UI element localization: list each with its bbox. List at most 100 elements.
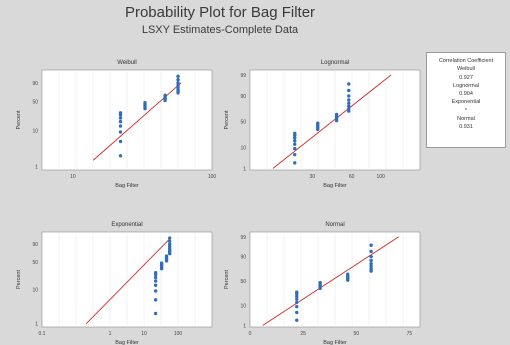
- data-point: [293, 139, 297, 143]
- data-point: [369, 254, 373, 259]
- data-point: [295, 304, 299, 309]
- data-point: [369, 243, 373, 247]
- x-tick-label: 25: [300, 331, 306, 337]
- x-axis-label: Bag Filter: [115, 340, 139, 345]
- x-tick-label: 10: [141, 331, 147, 337]
- data-point: [176, 81, 180, 85]
- x-tick-label: 100: [208, 174, 217, 180]
- data-point: [153, 270, 158, 275]
- legend-entry-value: *: [464, 107, 468, 114]
- data-point: [167, 242, 172, 246]
- y-tick-label: 90: [32, 242, 38, 248]
- data-point: [163, 93, 167, 98]
- probability-plot-panel: Weibull Bag Filter Percent 10 100 1 10 50 90: [16, 60, 216, 189]
- data-point: [293, 136, 297, 140]
- data-point: [167, 236, 172, 240]
- data-point: [347, 109, 351, 113]
- data-point: [293, 146, 297, 151]
- legend-entry-value: 0.927: [459, 74, 473, 81]
- x-tick-label: 60: [349, 174, 355, 180]
- x-axis-label: Bag Filter: [323, 183, 347, 189]
- legend-entry-value: 0.931: [459, 124, 473, 131]
- data-point: [118, 139, 123, 144]
- y-tick-label: 1: [243, 323, 246, 329]
- data-point: [295, 297, 299, 301]
- data-point: [118, 124, 123, 128]
- data-point: [316, 121, 320, 125]
- data-point: [369, 264, 373, 269]
- data-point: [293, 152, 297, 157]
- data-point: [153, 298, 158, 302]
- correlation-legend: Correlation Coefficient Weibull 0.927 Lo…: [426, 52, 506, 148]
- data-point: [176, 78, 180, 82]
- y-tick-label: 1: [35, 322, 38, 328]
- data-point: [176, 74, 180, 79]
- data-point: [346, 272, 350, 276]
- data-point: [318, 280, 322, 285]
- x-tick-label: 0.1: [39, 331, 46, 337]
- x-tick-label: 10: [70, 174, 76, 180]
- data-point: [153, 311, 158, 316]
- legend-entry-name: Exponential: [451, 99, 481, 106]
- legend-entry-name: Lognormal: [453, 82, 479, 89]
- data-point: [295, 318, 299, 322]
- data-point: [159, 261, 164, 265]
- y-tick-label: 90: [240, 94, 246, 100]
- panel-title: Weibull: [117, 60, 137, 66]
- data-point: [118, 130, 123, 134]
- data-point: [369, 267, 373, 271]
- y-axis-label: Percent: [224, 270, 230, 289]
- y-tick-label: 50: [240, 279, 246, 285]
- data-point: [369, 261, 373, 266]
- legend-heading: Correlation Coefficient: [438, 58, 494, 64]
- y-tick-label: 99: [240, 235, 246, 241]
- data-point: [118, 154, 123, 158]
- data-point: [176, 83, 180, 87]
- data-point: [347, 107, 351, 111]
- y-axis-label: Percent: [16, 270, 22, 289]
- panel-title: Exponential: [111, 222, 142, 228]
- y-tick-label: 10: [32, 287, 38, 293]
- x-tick-label: 100: [376, 174, 385, 180]
- data-point: [295, 310, 299, 315]
- data-point: [347, 101, 351, 106]
- data-point: [369, 249, 373, 254]
- data-point: [369, 258, 373, 263]
- panel-title: Lognormal: [321, 60, 349, 66]
- data-point: [295, 290, 299, 294]
- data-point: [334, 112, 339, 117]
- y-tick-label: 10: [240, 145, 246, 151]
- y-tick-label: 10: [240, 304, 246, 310]
- data-point: [167, 239, 172, 243]
- y-tick-label: 1: [243, 166, 246, 172]
- x-axis-label: Bag Filter: [323, 340, 347, 345]
- x-tick-label: 30: [310, 174, 316, 180]
- data-point: [153, 289, 158, 293]
- x-tick-label: 75: [407, 331, 413, 337]
- data-point: [164, 254, 169, 258]
- probability-plot-panel: Normal Bag Filter Percent 0 25 50 75 1 10 50 90 99: [224, 222, 421, 345]
- data-point: [153, 275, 158, 280]
- y-tick-label: 50: [32, 99, 38, 105]
- legend-entry-name: Weibull: [457, 66, 475, 73]
- data-point: [347, 82, 351, 86]
- chart-subtitle: LSXY Estimates-Complete Data: [141, 24, 299, 36]
- y-axis-label: Percent: [16, 110, 22, 129]
- y-tick-label: 90: [32, 81, 38, 87]
- data-point: [347, 104, 351, 108]
- y-tick-label: 50: [240, 120, 246, 126]
- x-tick-label: 0: [249, 331, 252, 337]
- data-point: [293, 131, 297, 136]
- data-point: [347, 88, 351, 93]
- data-point: [295, 294, 299, 299]
- y-tick-label: 1: [35, 165, 38, 171]
- data-point: [118, 119, 123, 124]
- data-point: [347, 98, 351, 102]
- x-tick-label: 50: [353, 331, 359, 337]
- data-point: [118, 116, 123, 120]
- y-axis-label: Percent: [224, 110, 230, 129]
- panel-title: Normal: [325, 222, 344, 228]
- x-tick-label: 1: [109, 331, 112, 337]
